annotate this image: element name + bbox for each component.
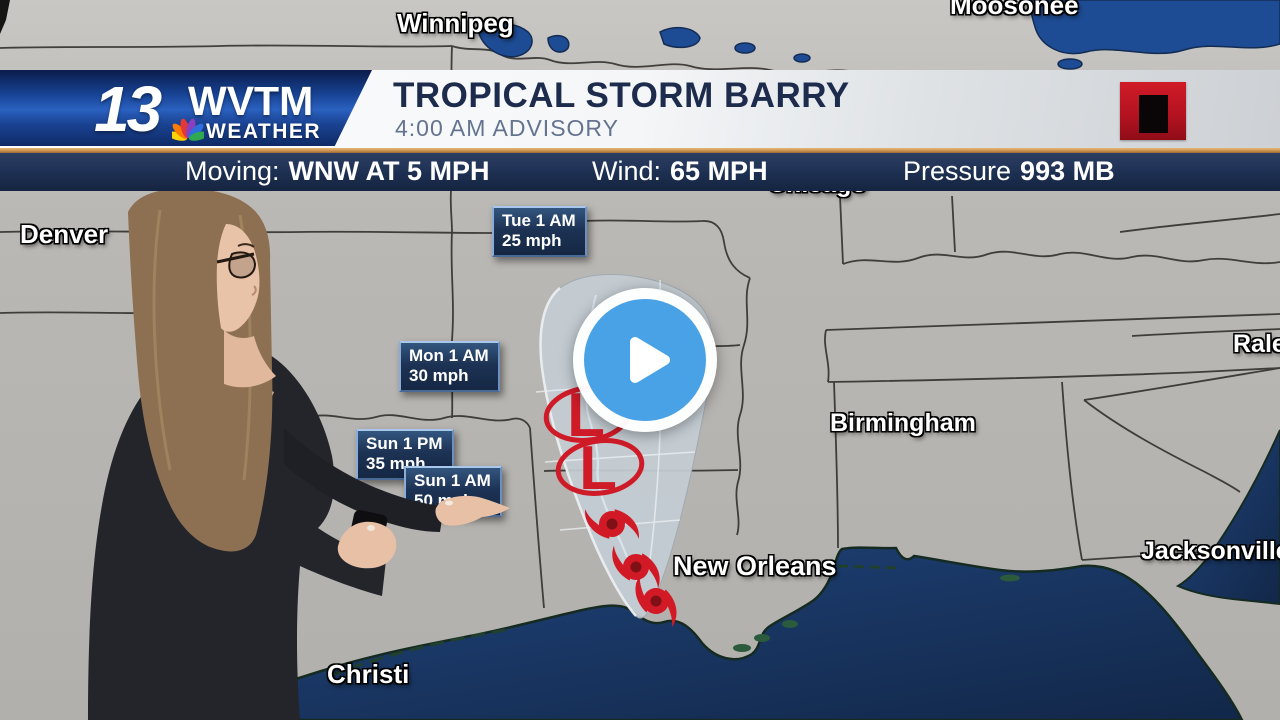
station-logo: 13 WVTM WEATHER	[0, 70, 372, 146]
barrier-islands	[329, 564, 1020, 678]
play-icon	[630, 337, 670, 383]
presenter-clicker	[337, 510, 397, 569]
atlantic-ocean	[1175, 429, 1280, 606]
gulf-of-mexico	[149, 546, 1244, 720]
storm-title: TROPICAL STORM BARRY	[393, 76, 850, 115]
station-callsign: WVTM	[188, 78, 314, 124]
city-label-moosonee: Moosonee	[950, 0, 1079, 20]
track-label-mon-1am: Mon 1 AM 30 mph	[399, 341, 500, 393]
track-time: Sun 1 AM	[414, 471, 491, 490]
nbc-peacock-icon	[172, 118, 204, 141]
low-pressure-symbol: L	[555, 434, 645, 503]
lakes	[477, 0, 1280, 70]
city-label-birmingham: Birmingham	[830, 409, 976, 437]
city-label-winnipeg: Winnipeg	[397, 8, 514, 38]
stat-moving-value: WNW AT 5 MPH	[288, 156, 490, 186]
svg-text:L: L	[579, 434, 617, 503]
track-label-tue-1am: Tue 1 AM 25 mph	[492, 206, 587, 258]
play-button[interactable]	[573, 288, 717, 432]
city-label-corpus-christi: Christi	[327, 659, 410, 689]
track-wind: 25 mph	[502, 231, 562, 251]
stat-wind-value: 65 MPH	[670, 156, 768, 186]
stat-moving: Moving: WNW AT 5 MPH	[185, 153, 490, 191]
station-tagline: WEATHER	[206, 120, 322, 143]
advisory-time: 4:00 AM ADVISORY	[395, 115, 619, 141]
track-time: Sun 1 PM	[366, 434, 443, 453]
track-wind: 30 mph	[409, 366, 469, 386]
city-label-denver: Denver	[20, 219, 109, 249]
red-badge-square-icon	[1139, 95, 1168, 133]
stat-wind-label: Wind:	[592, 156, 662, 186]
stat-pressure: Pressure 993 MB	[903, 153, 1115, 191]
banner-accent-line	[0, 148, 1280, 153]
stat-wind: Wind: 65 MPH	[592, 153, 768, 191]
lower-third-banner: TROPICAL STORM BARRY 4:00 AM ADVISORY 13…	[0, 70, 1280, 152]
city-label-jacksonville: Jacksonville	[1141, 537, 1280, 565]
stat-pressure-value: 993 MB	[1020, 156, 1115, 186]
screen-edge-artifact	[0, 0, 10, 34]
station-red-badge	[1120, 82, 1186, 140]
track-time: Tue 1 AM	[502, 211, 576, 230]
glasses-icon	[216, 251, 257, 279]
storm-stats-bar: Moving: WNW AT 5 MPH Wind: 65 MPH Pressure…	[0, 153, 1280, 191]
cone-left-edge	[539, 287, 637, 617]
stat-moving-label: Moving:	[185, 156, 280, 186]
city-label-raleigh: Raleigh	[1233, 330, 1280, 358]
stat-pressure-label: Pressure	[903, 156, 1012, 186]
station-number: 13	[94, 73, 162, 145]
track-time: Mon 1 AM	[409, 346, 489, 365]
city-label-new-orleans: New Orleans	[673, 551, 837, 581]
